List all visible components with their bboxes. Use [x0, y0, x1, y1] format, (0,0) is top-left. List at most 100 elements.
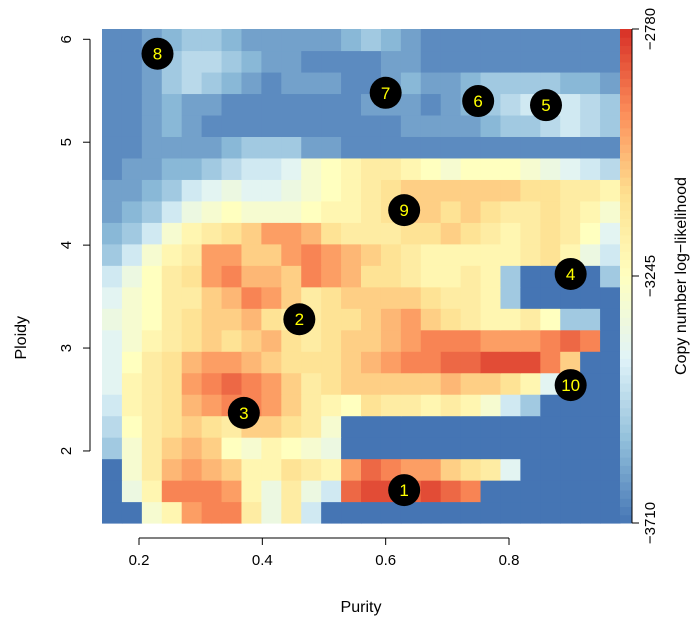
heatmap-cell — [102, 179, 123, 202]
heatmap-cell — [301, 243, 322, 266]
heatmap-cell — [500, 136, 521, 159]
colorbar-segment — [620, 259, 632, 269]
heatmap-cell — [241, 179, 262, 202]
heatmap-cell — [500, 501, 521, 524]
heatmap-cell — [321, 50, 342, 73]
heatmap-cell — [600, 157, 621, 180]
heatmap-cell — [520, 157, 541, 180]
heatmap-cell — [161, 458, 183, 481]
heatmap-cell — [301, 157, 322, 180]
heatmap-cell — [600, 458, 621, 481]
heatmap-cell — [181, 222, 203, 245]
heatmap-cell — [121, 243, 143, 266]
heatmap-cell — [560, 179, 581, 202]
heatmap-cell — [141, 265, 163, 288]
heatmap-cell — [440, 351, 462, 374]
heatmap-cell — [380, 501, 402, 524]
heatmap-cell — [580, 501, 601, 524]
y-tick-label: 6 — [58, 35, 75, 43]
heatmap-cell — [380, 29, 402, 52]
marker-label: 8 — [153, 45, 162, 64]
heatmap-cell — [520, 415, 541, 438]
heatmap-cell — [560, 136, 581, 159]
heatmap-cell — [321, 157, 342, 180]
colorbar-segment — [620, 119, 632, 129]
marker-circle — [554, 257, 587, 290]
heatmap-cell — [440, 179, 462, 202]
heatmap-cell — [460, 50, 482, 73]
heatmap-cell — [201, 265, 223, 288]
colorbar-segment — [620, 193, 632, 203]
heatmap-cell — [580, 458, 601, 481]
heatmap-cell — [301, 480, 322, 503]
heatmap-cell — [141, 394, 163, 417]
heatmap-cell — [480, 437, 502, 460]
heatmap-cell — [440, 437, 462, 460]
heatmap-cell — [480, 265, 502, 288]
heatmap-cell — [600, 179, 621, 202]
marker-8: 8 — [141, 37, 174, 70]
heatmap-cell — [440, 458, 462, 481]
heatmap-cell — [181, 329, 203, 352]
heatmap-cell — [201, 200, 223, 223]
colorbar-segment — [620, 317, 632, 326]
marker-label: 7 — [381, 84, 390, 103]
heatmap-cell — [480, 480, 502, 503]
heatmap-cell — [301, 372, 322, 395]
heatmap-cell — [540, 50, 561, 73]
heatmap-cell — [261, 136, 282, 159]
heatmap-cell — [460, 200, 482, 223]
heatmap-cell — [420, 286, 442, 309]
heatmap-cell — [121, 222, 143, 245]
heatmap-cell — [301, 179, 322, 202]
heatmap-cell — [361, 243, 382, 266]
marker-circle — [369, 76, 402, 109]
colorbar-tick-label: −2780 — [642, 8, 659, 50]
heatmap-cell — [400, 329, 422, 352]
heatmap-cell — [520, 394, 541, 417]
heatmap-cell — [380, 243, 402, 266]
colorbar-segment — [620, 226, 632, 236]
heatmap-cell — [102, 136, 123, 159]
heatmap-cell — [580, 394, 601, 417]
heatmap-cell — [400, 286, 422, 309]
heatmap-cell — [380, 394, 402, 417]
heatmap-cell — [600, 265, 621, 288]
heatmap-cell — [540, 415, 561, 438]
heatmap-cell — [281, 243, 302, 266]
heatmap-cell — [181, 458, 203, 481]
heatmap-cell — [261, 157, 282, 180]
heatmap-cell — [361, 114, 382, 137]
colorbar-segment — [620, 399, 632, 409]
heatmap-cell — [261, 329, 282, 352]
heatmap-cell — [520, 50, 541, 73]
y-tick-label: 5 — [58, 138, 75, 146]
heatmap-cell — [201, 372, 223, 395]
heatmap-cell — [201, 50, 223, 73]
colorbar-segment — [620, 94, 632, 104]
colorbar-segment — [620, 177, 632, 186]
heatmap-cell — [121, 437, 143, 460]
heatmap-cell — [580, 179, 601, 202]
heatmap-cell — [241, 136, 262, 159]
heatmap-cell — [301, 329, 322, 352]
heatmap-cell — [201, 222, 223, 245]
colorbar-segment — [620, 29, 632, 38]
colorbar-segment — [620, 374, 632, 384]
heatmap-cell — [102, 329, 123, 352]
heatmap-cell — [460, 372, 482, 395]
heatmap-cell — [261, 415, 282, 438]
heatmap-cell — [440, 415, 462, 438]
heatmap-cell — [580, 157, 601, 180]
heatmap-cell — [600, 394, 621, 417]
heatmap-cell — [121, 501, 143, 524]
heatmap-cell — [560, 29, 581, 52]
heatmap-cell — [520, 480, 541, 503]
colorbar-segment — [620, 267, 632, 277]
heatmap-cell — [600, 114, 621, 137]
heatmap-cell — [261, 437, 282, 460]
heatmap-cell — [102, 501, 123, 524]
heatmap-cell — [102, 157, 123, 180]
heatmap-cell — [540, 308, 561, 331]
heatmap-cell — [281, 329, 302, 352]
